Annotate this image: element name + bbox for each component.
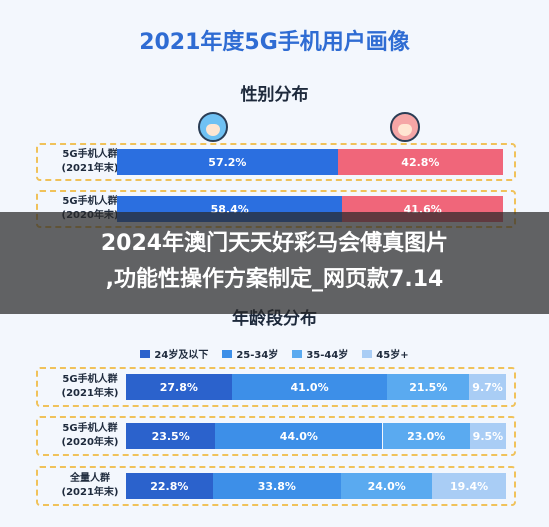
legend-item: 45岁+ — [362, 346, 409, 361]
gender-section-title: 性别分布 — [240, 85, 309, 105]
bar-segment: 41.0% — [231, 374, 388, 400]
bar-segment: 9.5% — [469, 423, 506, 449]
row-label: 5G手机人群 (2021年末) — [61, 149, 119, 174]
female-avatar-icon — [390, 112, 420, 142]
legend-swatch — [292, 349, 303, 358]
bar-segment: 27.8% — [126, 374, 232, 400]
legend-swatch — [362, 349, 373, 358]
bar-segment: 33.8% — [212, 473, 342, 499]
row-label: 5G手机人群 (2021年末) — [61, 374, 119, 399]
legend-label: 25-34岁 — [236, 350, 279, 361]
legend-label: 35-44岁 — [306, 350, 349, 361]
bar-segment: 44.0% — [215, 423, 383, 449]
overlay-line-2: ,功能性操作方案制定_网页款7.14 — [105, 267, 444, 292]
age-section-title: 年龄段分布 — [232, 309, 317, 329]
bar-segment: 19.4% — [432, 473, 506, 499]
legend-item: 35-44岁 — [292, 346, 348, 361]
row-box — [36, 143, 516, 181]
row-label: 全量人群 (2021年末) — [61, 473, 119, 498]
legend-label: 24岁及以下 — [154, 350, 209, 361]
bar-segment: 22.8% — [126, 473, 213, 499]
age-legend: 24岁及以下 25-34岁 35-44岁 45岁+ — [0, 346, 549, 361]
page-title: 2021年度5G手机用户画像 — [139, 30, 410, 55]
legend-swatch — [222, 349, 233, 358]
male-avatar-icon — [198, 112, 228, 142]
bar-segment: 24.0% — [341, 473, 433, 499]
legend-swatch — [140, 349, 151, 358]
row-box — [36, 416, 516, 456]
row-box — [36, 466, 516, 506]
bar-segment: 9.7% — [469, 374, 506, 400]
bar-segment: 21.5% — [387, 374, 470, 400]
legend-label: 45岁+ — [376, 350, 409, 361]
overlay-banner — [0, 212, 549, 314]
overlay-text: 2024年澳门天天好彩马会傅真图片 ,功能性操作方案制定_网页款7.14 — [0, 226, 549, 298]
legend-item: 24岁及以下 — [140, 346, 208, 361]
bar-segment: 23.5% — [126, 423, 216, 449]
overlay-line-1: 2024年澳门天天好彩马会傅真图片 — [100, 231, 449, 256]
row-box — [36, 367, 516, 407]
bar-segment: 57.2% — [117, 149, 338, 175]
legend-item: 25-34岁 — [222, 346, 278, 361]
bar-segment: 42.8% — [337, 149, 503, 175]
row-label: 5G手机人群(2020年末) — [61, 423, 119, 448]
bar-segment: 23.0% — [382, 423, 470, 449]
